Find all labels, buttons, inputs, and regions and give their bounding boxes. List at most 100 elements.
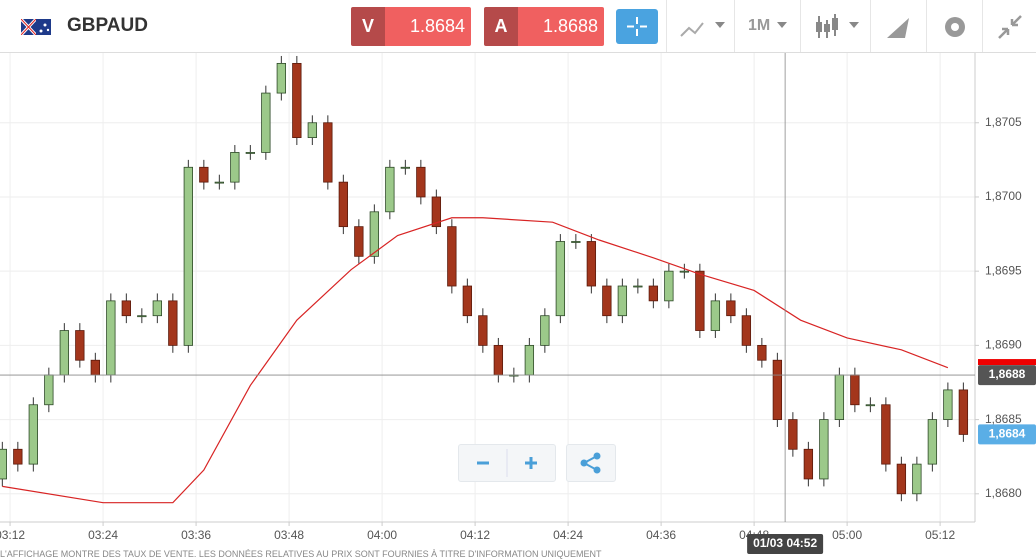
candle-body [447, 226, 457, 287]
candle-body [927, 419, 938, 465]
x-tick-label: 03:36 [181, 528, 211, 542]
collapse-button[interactable] [982, 0, 1036, 52]
candle-body [59, 330, 69, 376]
candle-body [137, 315, 147, 318]
y-tick-label: 1,8695 [985, 263, 1022, 277]
candle-body [819, 419, 829, 480]
x-tick-label: 03:24 [88, 528, 118, 542]
candle-body [493, 344, 504, 376]
timeframe-button[interactable] [734, 0, 801, 52]
candle-body [106, 300, 116, 376]
symbol: GBPAUD [67, 15, 148, 36]
candle-body [245, 152, 256, 154]
candle-body [679, 270, 690, 273]
price-marker [978, 359, 1036, 366]
candle-body [90, 359, 100, 376]
y-tick-label: 1,8705 [985, 115, 1022, 129]
candle-body [385, 166, 395, 213]
candle-body [741, 315, 752, 346]
x-tick-label: 03:48 [274, 528, 304, 542]
candle-body [943, 389, 953, 420]
candle-style-button[interactable] [800, 0, 871, 52]
y-tick-label: 1,8680 [985, 486, 1022, 500]
last-price-box [978, 424, 1036, 445]
sell-price: 1.8684 [385, 7, 471, 46]
y-tick-label: 1,8685 [985, 412, 1022, 426]
candle-body [230, 152, 240, 183]
candle-body [896, 463, 907, 495]
x-tick-label: 04:24 [553, 528, 583, 542]
candle-body [524, 344, 535, 376]
candle-body [416, 166, 426, 198]
candle-body [13, 448, 23, 465]
candle-body [354, 226, 364, 257]
sell-button[interactable]: V 1.8684 [351, 7, 471, 46]
zoom-controls [458, 444, 556, 482]
candle-body [75, 330, 85, 361]
candle-body [307, 122, 318, 138]
candle-body [555, 241, 566, 317]
crosshair-price-box [978, 365, 1036, 386]
crosshair-button[interactable] [616, 9, 658, 44]
share-button[interactable] [566, 444, 616, 482]
chart-type-button[interactable] [666, 0, 735, 52]
candle-body [571, 241, 581, 243]
candle-body [757, 344, 767, 361]
crosshair-time-box [747, 534, 824, 554]
y-tick-label: 1,8700 [985, 189, 1022, 203]
candle-body [261, 92, 271, 153]
candle-body [695, 270, 705, 331]
candle-body [44, 374, 54, 406]
candle-body [803, 448, 814, 480]
crosshair-price-label: 1,8688 [989, 367, 1026, 381]
candle-body [323, 122, 333, 183]
settings-button[interactable] [926, 0, 983, 52]
x-tick-label: 04:36 [646, 528, 676, 542]
candle-body [462, 285, 473, 317]
candle-body [369, 211, 380, 257]
buy-price: 1.8688 [518, 7, 604, 46]
timeframe: 1M [748, 17, 771, 34]
candle-body [400, 166, 411, 169]
candle-body [834, 374, 845, 420]
x-tick-label: 05:00 [832, 528, 862, 542]
candle-body [726, 300, 736, 317]
candle-body [540, 315, 550, 346]
candle-body [633, 285, 643, 288]
x-tick-label: 05:12 [925, 528, 955, 542]
candle-body [602, 285, 612, 317]
toolbar: GBPAUD V 1.8684 A 1.8688 1M [0, 0, 1036, 53]
crosshair-time-label: 01/03 04:52 [753, 536, 817, 550]
candle-body [772, 359, 783, 420]
sell-label: V [351, 7, 385, 46]
candle-body [431, 196, 442, 228]
candle-body [586, 241, 597, 287]
candle-body [478, 315, 488, 346]
candle-body [850, 374, 860, 406]
candle-body [121, 300, 131, 317]
candle-body [648, 285, 659, 302]
flag-icon [21, 19, 51, 35]
candle-body [276, 62, 287, 94]
candle-body [664, 270, 674, 302]
buy-label: A [484, 7, 518, 46]
x-tick-label: 04:00 [367, 528, 397, 542]
candle-body [881, 404, 891, 465]
candle-body [338, 181, 349, 228]
candle-body [617, 285, 628, 317]
candle-body [28, 404, 38, 465]
candle-body [199, 166, 209, 183]
candle-body [183, 166, 193, 346]
last-price-label: 1,8684 [989, 427, 1026, 441]
x-tick-label: 03:12 [0, 528, 25, 542]
disclaimer: L'AFFICHAGE MONTRE DES TAUX DE VENTE. LE… [0, 549, 602, 559]
moving-average [2, 217, 949, 504]
y-tick-label: 1,8690 [985, 338, 1022, 352]
candle-body [0, 448, 7, 480]
candle-body [152, 300, 162, 317]
candle-body [912, 463, 922, 495]
buy-button[interactable]: A 1.8688 [484, 7, 604, 46]
draw-button[interactable] [870, 0, 927, 52]
